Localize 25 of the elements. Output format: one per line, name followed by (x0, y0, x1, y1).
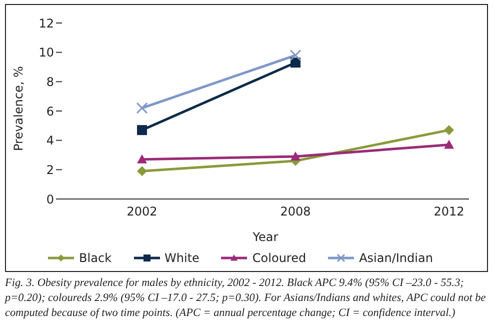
legend-label: White (164, 251, 200, 265)
legend-label: Black (78, 251, 112, 265)
x-tick-label: 2002 (126, 204, 158, 219)
y-axis-title: Prevalence, % (11, 66, 26, 151)
y-tick-label: 8 (46, 74, 54, 89)
x-tick-label: 2012 (434, 204, 464, 219)
caption: Fig. 3. Obesity prevalence for males by ethnicity, 2002 - 2012. Black APC 9.4% (95% CI –23.0 - 55.3; p=0.20); coloureds 2.9% (95% CI –17.0 - 27.5; p=0.30). For Asians/Indians and whites, APC could not be computed because of two time points. (APC = annual percentage change; CI = confidence interval.) (5, 276, 487, 321)
y-tick-label: 12 (38, 16, 54, 30)
point (137, 166, 147, 176)
point (137, 154, 147, 164)
point (444, 125, 454, 136)
legend-label: Asian/Indian (358, 251, 433, 265)
point (136, 102, 148, 114)
point (444, 140, 454, 149)
x-tick-label: 2008 (280, 204, 311, 219)
y-tick-label: 0 (46, 192, 54, 206)
x-axis-title: Year (252, 230, 278, 244)
point (290, 50, 302, 62)
y-tick-label: 6 (46, 104, 54, 118)
y-tick-label: 2 (46, 162, 54, 177)
y-tick-label: 4 (46, 134, 54, 148)
point (137, 125, 147, 136)
y-tick-label: 10 (38, 46, 54, 60)
legend-label: Coloured (251, 251, 306, 265)
point (290, 151, 300, 160)
